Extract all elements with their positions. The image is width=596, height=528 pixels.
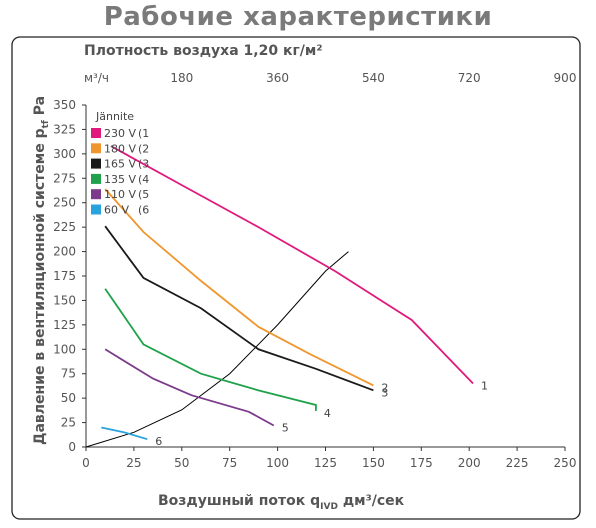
legend-swatch [91, 128, 101, 138]
legend-swatch [91, 143, 101, 154]
y-tick-label: 300 [53, 147, 76, 161]
y-tick-label: 0 [68, 440, 76, 454]
legend-swatch [91, 158, 101, 169]
chart-frame [11, 36, 581, 520]
legend-swatch [91, 204, 101, 215]
top-axis-tick-label: 540 [362, 71, 385, 85]
series-end-label: 1 [481, 379, 488, 392]
legend-label: 165 V [104, 158, 136, 171]
legend-label: 135 V [104, 173, 136, 186]
x-tick-label: 150 [362, 456, 385, 470]
x-tick-label: 0 [82, 456, 90, 470]
x-tick-label: 200 [458, 456, 481, 470]
x-tick-label: 75 [222, 456, 237, 470]
legend-swatch [91, 189, 101, 200]
y-tick-label: 25 [61, 416, 76, 430]
y-tick-label: 325 [53, 122, 76, 136]
series-line [104, 288, 317, 411]
legend-code: (6 [138, 204, 149, 217]
y-tick-label: 150 [53, 293, 76, 307]
top-axis-tick-label: 360 [266, 71, 289, 85]
series-end-label: 6 [155, 435, 162, 448]
y-tick-label: 275 [53, 171, 76, 185]
legend-code: (1 [138, 127, 149, 140]
legend-label: 180 V [104, 142, 136, 155]
legend-label: 230 V [104, 127, 136, 140]
series-end-label: 5 [282, 422, 289, 435]
x-tick-label: 50 [174, 456, 189, 470]
system-curve [85, 251, 349, 448]
legend-swatch [91, 173, 101, 184]
y-tick-label: 75 [61, 367, 76, 381]
y-tick-label: 200 [53, 245, 76, 259]
density-label: Плотность воздуха 1,20 кг/м² [84, 43, 322, 59]
legend-code: (3 [138, 158, 149, 171]
series-end-label: 3 [381, 386, 388, 399]
legend-code: (2 [138, 142, 149, 155]
x-tick-label: 175 [410, 456, 433, 470]
legend-code: (4 [138, 173, 149, 186]
y-axis-label: Давление в вентиляционной системе ptf Pa [32, 96, 51, 445]
x-tick-label: 100 [266, 456, 289, 470]
x-tick-label: 225 [506, 456, 529, 470]
series-end-label: 4 [324, 407, 331, 420]
y-tick-label: 125 [53, 318, 76, 332]
x-axis-label: Воздушный поток qIVD дм³/сек [158, 493, 405, 512]
y-tick-label: 175 [53, 269, 76, 283]
y-tick-label: 350 [53, 98, 76, 112]
legend-label: 60 V [104, 204, 129, 217]
top-axis-tick-label: 180 [170, 71, 193, 85]
y-tick-label: 100 [53, 342, 76, 356]
series-end-label: 2 [381, 381, 388, 394]
legend-title: Jännite [95, 110, 134, 123]
top-axis-unit: м³/ч [84, 71, 109, 85]
top-axis-tick-label: 720 [458, 71, 481, 85]
legend-code: (5 [138, 188, 149, 201]
y-tick-label: 225 [53, 220, 76, 234]
top-axis-tick-label: 900 [554, 71, 577, 85]
chart-title: Рабочие характеристики [103, 2, 493, 32]
series-line [101, 426, 148, 441]
series-line [110, 145, 474, 385]
y-tick-label: 50 [61, 391, 76, 405]
legend-label: 110 V [104, 188, 136, 201]
series-line [104, 348, 275, 427]
series-line [104, 188, 374, 387]
x-tick-label: 25 [126, 456, 141, 470]
x-tick-label: 125 [314, 456, 337, 470]
y-tick-label: 250 [53, 196, 76, 210]
series-line [104, 225, 374, 392]
x-tick-label: 250 [554, 456, 577, 470]
